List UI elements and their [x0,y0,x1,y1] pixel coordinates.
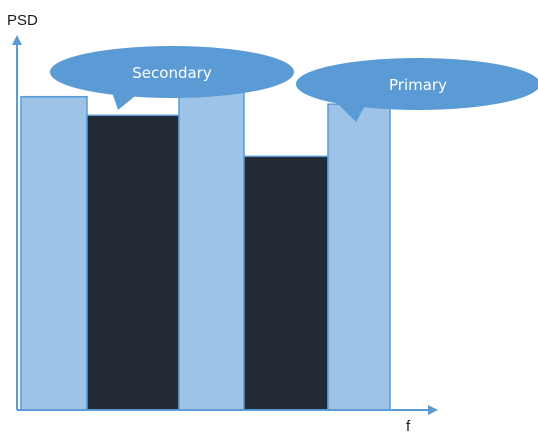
spectrum-bars [20,84,391,411]
secondary-band-bar [243,155,329,411]
x-axis-label: f [406,418,411,435]
primary-callout-label: Primary [389,76,447,94]
secondary-band-bar [86,114,180,411]
secondary-callout: Secondary [50,46,294,110]
secondary-callout-label: Secondary [132,64,212,82]
primary-band-bar [327,103,391,411]
primary-callout: Primary [296,58,538,122]
primary-band-bar [20,95,88,411]
y-axis-label: PSD [7,12,38,29]
primary-band-bar [178,84,245,411]
